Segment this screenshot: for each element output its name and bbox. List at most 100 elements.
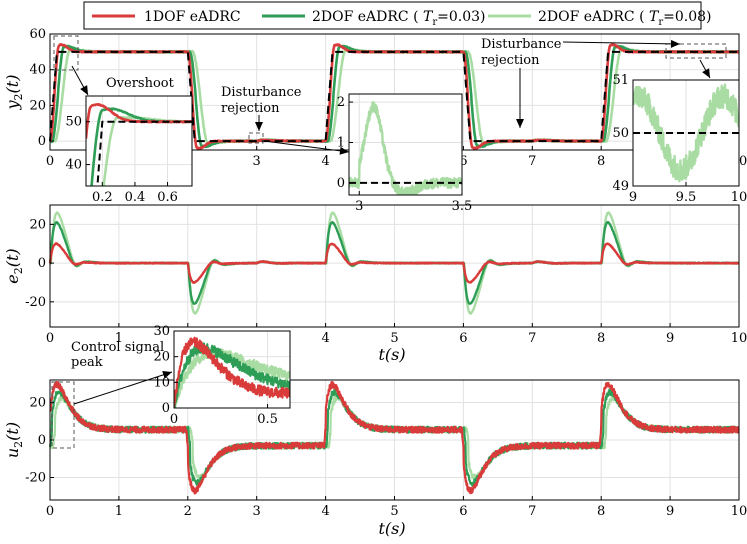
u2-xtick-label-10: 10 bbox=[731, 504, 747, 519]
arrow-disturbance-1-head bbox=[255, 122, 263, 131]
inset-disturbance-ytick-label-2: 2 bbox=[337, 95, 345, 110]
inset-control-ytick-label-3: 30 bbox=[153, 324, 170, 339]
arrow-overshoot-head bbox=[80, 85, 88, 95]
inset-disturbance-ytick-label-0: 0 bbox=[337, 176, 345, 191]
u2-xtick-label-9: 9 bbox=[666, 504, 674, 519]
u2-ylabel: u2(t) bbox=[3, 422, 25, 458]
annotation-layer bbox=[51, 35, 727, 449]
u2-xtick-label-5: 5 bbox=[390, 504, 398, 519]
annotation-disturbance-2-line2: rejection bbox=[481, 53, 540, 68]
y2-ytick-label-3: 60 bbox=[29, 27, 46, 42]
u2-xtick-label-0: 0 bbox=[46, 504, 54, 519]
u2-xtick-label-3: 3 bbox=[253, 504, 261, 519]
arrow-to-inset-control-head bbox=[162, 370, 172, 379]
inset-disturbance-xtick-label-0: 3 bbox=[355, 199, 363, 214]
u2-xtick-label-4: 4 bbox=[321, 504, 329, 519]
u2-xtick-label-7: 7 bbox=[528, 504, 536, 519]
inset-control-series-1 bbox=[174, 342, 290, 408]
inset-overshoot-xtick-label-2: 0.6 bbox=[157, 190, 178, 205]
inset-control-series-0 bbox=[174, 336, 290, 407]
u2-xlabel: t(s) bbox=[378, 519, 405, 538]
arrow-to-inset-control bbox=[73, 371, 173, 405]
u2-xtick-label-1: 1 bbox=[115, 504, 123, 519]
e2-ylabel: e2(t) bbox=[3, 248, 25, 283]
inset-control-xtick-label-1: 0.5 bbox=[257, 412, 278, 427]
u2-ytick-label-2: 20 bbox=[29, 396, 46, 411]
inset-overshoot-reference bbox=[96, 120, 192, 186]
zoom-box-control bbox=[51, 381, 75, 449]
u2-ytick-label-1: 0 bbox=[38, 433, 46, 448]
inset-steady-xtick-label-0: 9 bbox=[629, 190, 637, 205]
e2-xtick-label-9: 9 bbox=[666, 331, 674, 346]
e2-ytick-label-0: -20 bbox=[25, 295, 46, 310]
arrow-to-inset-steady-head bbox=[702, 68, 710, 78]
e2-xlabel: t(s) bbox=[378, 345, 405, 364]
inset-control-xtick-label-0: 0 bbox=[170, 412, 178, 427]
arrow-disturbance-2-down-head bbox=[516, 119, 524, 128]
e2-xtick-label-7: 7 bbox=[528, 331, 536, 346]
y2-ylabel: y2(t) bbox=[3, 75, 25, 111]
y2-ytick-label-0: 0 bbox=[38, 134, 46, 149]
annotation-disturbance-1-line2: rejection bbox=[221, 101, 280, 116]
e2-xtick-label-8: 8 bbox=[597, 331, 605, 346]
inset-overshoot-xtick-label-0: 0.2 bbox=[92, 190, 113, 205]
u2-xtick-label-2: 2 bbox=[184, 504, 192, 519]
inset-control-lines bbox=[174, 336, 290, 408]
e2-series-0 bbox=[48, 242, 740, 284]
e2-xtick-label-0: 0 bbox=[46, 331, 54, 346]
axes-layer: 0123456789100204060y2(t)012345678910-200… bbox=[3, 27, 747, 538]
inset-steady-xtick-label-1: 9.5 bbox=[676, 190, 697, 205]
inset-overshoot-ytick-label-1: 50 bbox=[65, 115, 82, 130]
inset-control-ytick-label-1: 10 bbox=[153, 375, 170, 390]
inset-steady-ytick-label-0: 49 bbox=[612, 179, 629, 194]
e2-ytick-label-1: 0 bbox=[38, 256, 46, 271]
inset-steady-ytick-label-2: 51 bbox=[612, 73, 629, 88]
zoom-box-overshoot bbox=[53, 35, 79, 71]
y2-reference bbox=[49, 50, 739, 143]
e2-xtick-label-1: 1 bbox=[115, 331, 123, 346]
e2-xtick-label-4: 4 bbox=[321, 331, 329, 346]
y2-xtick-label-4: 4 bbox=[321, 154, 329, 169]
u2-ytick-label-0: -20 bbox=[25, 471, 46, 486]
inset-overshoot-lines bbox=[86, 103, 192, 186]
legend-box bbox=[83, 1, 702, 30]
inset-control-ytick-label-0: 0 bbox=[162, 401, 170, 416]
arrow-to-inset-disturbance-head bbox=[339, 146, 349, 155]
annotation-overshoot: Overshoot bbox=[106, 76, 175, 91]
annotation-disturbance-2-line1: Disturbance bbox=[481, 37, 562, 52]
annotation-control-peak-line2: peak bbox=[71, 355, 103, 370]
u2-series-0 bbox=[49, 380, 740, 495]
inset-control-ytick-label-2: 20 bbox=[153, 350, 170, 365]
inset-disturbance-frame bbox=[348, 93, 463, 196]
inset-steady-xtick-label-2: 10 bbox=[731, 190, 747, 205]
lines-layer bbox=[48, 43, 740, 495]
arrow-disturbance-2 bbox=[562, 41, 681, 45]
inset-overshoot-frame bbox=[85, 95, 193, 187]
arrow-disturbance-2-head bbox=[670, 39, 680, 48]
legend: 1DOF eADRC 2DOF eADRC ( Tr=0.03) 2DOF eA… bbox=[83, 1, 712, 30]
e2-ytick-label-2: 20 bbox=[29, 217, 46, 232]
inset-steady-lines bbox=[633, 83, 739, 183]
inset-disturbance-lines bbox=[349, 101, 462, 195]
annotation-disturbance-1-line1: Disturbance bbox=[221, 85, 302, 100]
e2-xtick-label-6: 6 bbox=[459, 331, 467, 346]
inset-overshoot-ytick-label-0: 40 bbox=[65, 158, 82, 173]
legend-label-2dof-003: 2DOF eADRC ( Tr=0.03) bbox=[312, 9, 486, 28]
y2-ytick-label-2: 40 bbox=[29, 63, 46, 78]
y2-xtick-label-0: 0 bbox=[46, 154, 54, 169]
inset-control-series-2 bbox=[174, 348, 290, 408]
inset-overshoot-xtick-label-1: 0.4 bbox=[125, 190, 146, 205]
e2-xtick-label-10: 10 bbox=[731, 331, 747, 346]
annotation-control-peak-line1: Control signal bbox=[71, 340, 164, 355]
inset-disturbance-xtick-label-1: 3.5 bbox=[452, 199, 473, 214]
inset-steady-series bbox=[633, 83, 739, 183]
legend-label-2dof-008: 2DOF eADRC ( Tr=0.08) bbox=[538, 9, 712, 28]
inset-disturbance-ytick-label-1: 1 bbox=[337, 135, 345, 150]
e2-xtick-label-5: 5 bbox=[390, 331, 398, 346]
arrow-to-inset-disturbance bbox=[263, 140, 350, 153]
y2-xtick-label-6: 6 bbox=[459, 154, 467, 169]
zoom-box-disturbance bbox=[248, 132, 264, 144]
u2-xtick-label-8: 8 bbox=[597, 504, 605, 519]
